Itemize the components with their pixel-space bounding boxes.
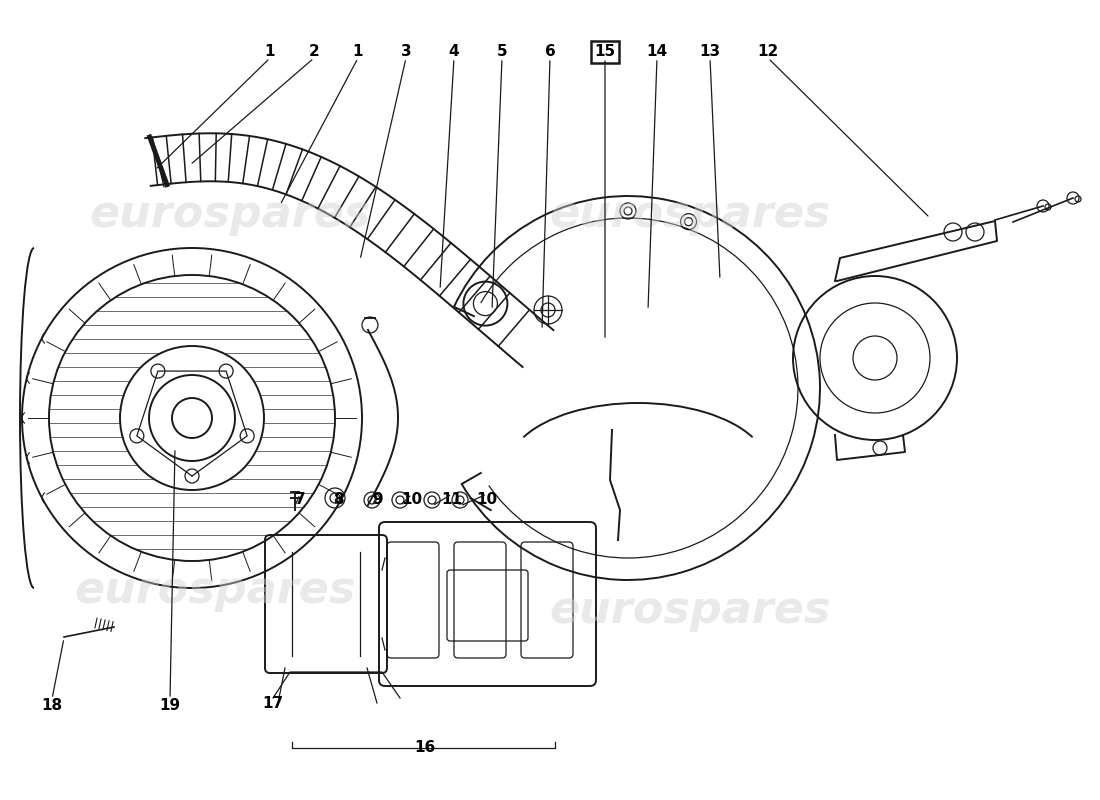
Text: 12: 12 [758, 45, 779, 59]
Text: 14: 14 [647, 45, 668, 59]
Text: 11: 11 [441, 493, 462, 507]
Text: 8: 8 [332, 493, 343, 507]
Text: 2: 2 [309, 45, 319, 59]
Text: 6: 6 [544, 45, 556, 59]
Text: 10: 10 [402, 493, 422, 507]
Text: 3: 3 [400, 45, 411, 59]
Text: eurospares: eurospares [75, 569, 355, 611]
Text: 15: 15 [594, 45, 616, 59]
Text: eurospares: eurospares [89, 194, 371, 237]
Text: 10: 10 [476, 493, 497, 507]
Text: 17: 17 [263, 697, 284, 711]
Text: 1: 1 [265, 45, 275, 59]
Text: 16: 16 [415, 741, 436, 755]
Text: 19: 19 [160, 698, 180, 713]
Text: 18: 18 [42, 698, 63, 713]
Text: 5: 5 [497, 45, 507, 59]
Text: eurospares: eurospares [549, 589, 830, 631]
Text: 13: 13 [700, 45, 720, 59]
Text: 1: 1 [353, 45, 363, 59]
Text: eurospares: eurospares [549, 194, 830, 237]
Text: 4: 4 [449, 45, 460, 59]
Text: 9: 9 [373, 493, 383, 507]
Text: 7: 7 [295, 493, 306, 507]
